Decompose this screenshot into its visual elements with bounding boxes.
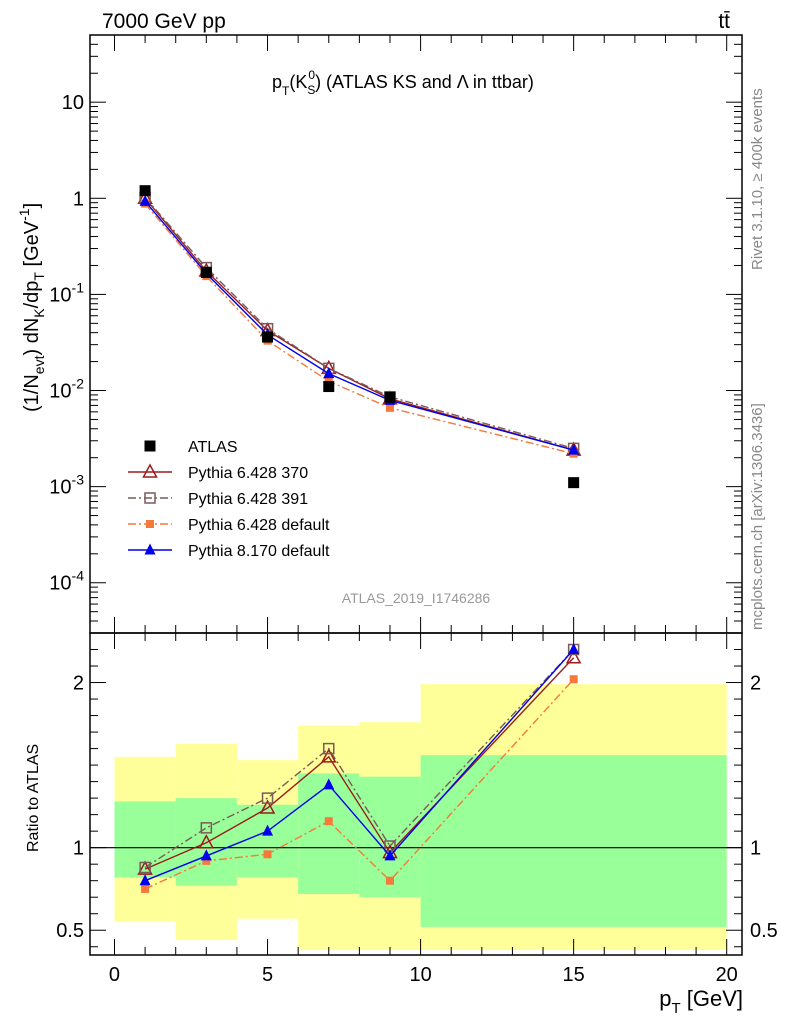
legend-marker (146, 520, 154, 528)
ratio-data-series (137, 643, 582, 893)
ratio-series-2-point (323, 742, 335, 755)
inner-uncertainty-band (114, 801, 176, 878)
ratio-series-4-point (200, 849, 212, 861)
ratio-series-3-line (144, 678, 575, 890)
top-y-tick-label: 10-1 (49, 279, 84, 306)
ratio-y-tick-label: 0.5 (56, 920, 84, 942)
x-tick-label: 20 (716, 964, 738, 986)
legend-label: Pythia 6.428 default (188, 517, 330, 534)
legend-label: ATLAS (188, 439, 238, 456)
ratio-y-tick-label: 2 (73, 673, 84, 695)
top-series-atlas-point (568, 477, 580, 489)
top-series-atlas-point (200, 266, 212, 278)
top-series-2-line (144, 197, 574, 450)
top-series-3-point (385, 403, 394, 412)
process-label: tt̄ (718, 10, 730, 33)
inner-uncertainty-band (420, 755, 727, 927)
inner-uncertainty-band (175, 798, 237, 886)
legend-marker (144, 440, 156, 452)
top-series-4-point (323, 367, 335, 379)
ratio-series-2-line (144, 649, 575, 869)
ratio-axis-ticks: 0 5 10 15 20 0.5 0.5 1 1 2 2 (56, 633, 778, 986)
legend-label: Pythia 6.428 370 (188, 465, 308, 482)
top-series-atlas-point (139, 185, 151, 197)
ratio-series-2-point (261, 792, 274, 804)
ratio-series-3-point (324, 817, 333, 826)
ratio-series-4-point (384, 849, 396, 861)
ratio-y-tick-label-right: 1 (750, 838, 761, 860)
top-y-tick-label: 10-3 (49, 472, 84, 499)
top-series-1-line (144, 197, 574, 451)
ratio-series-1-point (137, 860, 153, 875)
ratio-y-tick-label: 1 (73, 838, 84, 860)
rivet-label: Rivet 3.1.10, ≥ 400k events (749, 88, 766, 270)
ratio-series-3-point (385, 876, 394, 885)
top-series-atlas-point (323, 381, 335, 393)
x-tick-label: 15 (563, 964, 585, 986)
legend-label: Pythia 8.170 default (188, 543, 330, 560)
top-series-4-point (568, 443, 580, 455)
chart-title: pT(KS0) (ATLAS KS and Λ in ttbar) (272, 68, 534, 98)
top-series-4-point (139, 194, 151, 206)
ratio-series-3-point (141, 884, 150, 893)
ratio-y-tick-label-right: 2 (750, 673, 761, 695)
ratio-y-axis-label: Ratio to ATLAS (25, 744, 42, 852)
top-y-tick-label: 10 (62, 92, 84, 114)
energy-label: 7000 GeV pp (102, 10, 226, 33)
ratio-series-2-point (200, 822, 213, 834)
x-axis-label: pT [GeV] (659, 986, 743, 1017)
top-y-tick-label: 10-2 (49, 376, 84, 403)
ratio-series-4-point (139, 874, 151, 886)
x-tick-label: 5 (262, 964, 273, 986)
ratio-series-4-line (144, 649, 575, 882)
inner-uncertainty-band (298, 773, 360, 894)
top-series-4-line (144, 200, 574, 451)
legend-marker (142, 463, 158, 478)
ratio-series-1-point (259, 799, 276, 814)
ratio-series-1-point (321, 748, 337, 763)
legend: ATLAS Pythia 6.428 370 Pythia 6.428 391 Pyt… (128, 439, 330, 560)
top-series-atlas-point (384, 391, 396, 403)
top-series-3-line (144, 203, 574, 455)
ratio-series-3-point (263, 850, 272, 859)
ratio-series-2-point (139, 861, 151, 874)
top-y-axis-label: (1/Nevt) dNK/dpT [GeV-1] (16, 203, 47, 412)
top-data-series (137, 185, 582, 489)
mcplots-label: mcplots.cern.ch [arXiv:1306.3436] (749, 403, 766, 630)
x-tick-label: 10 (409, 964, 431, 986)
x-tick-label: 0 (109, 964, 120, 986)
top-y-tick-label: 10-4 (49, 568, 84, 595)
ratio-series-4-point (568, 643, 580, 655)
ratio-series-1-line (144, 657, 575, 870)
analysis-watermark: ATLAS_2019_I1746286 (342, 590, 491, 606)
ratio-uncertainty-bands (114, 684, 727, 951)
ratio-series-4-point (262, 824, 274, 836)
ratio-y-tick-label-right: 0.5 (750, 920, 778, 942)
top-series-atlas-point (262, 331, 274, 343)
legend-label: Pythia 6.428 391 (188, 491, 308, 508)
top-y-tick-label: 1 (73, 188, 84, 210)
ratio-series-3-point (569, 675, 578, 684)
legend-marker (144, 492, 156, 504)
legend-marker (144, 543, 156, 555)
inner-uncertainty-band (236, 804, 299, 878)
ratio-series-1-point (565, 649, 582, 664)
ratio-series-1-point (198, 834, 215, 849)
top-axis-ticks: 10-4 10-3 10-2 10-1 1 10 (49, 34, 742, 634)
ratio-series-3-point (202, 856, 211, 865)
ratio-panel-frame (89, 632, 743, 956)
ratio-series-4-point (323, 778, 335, 790)
